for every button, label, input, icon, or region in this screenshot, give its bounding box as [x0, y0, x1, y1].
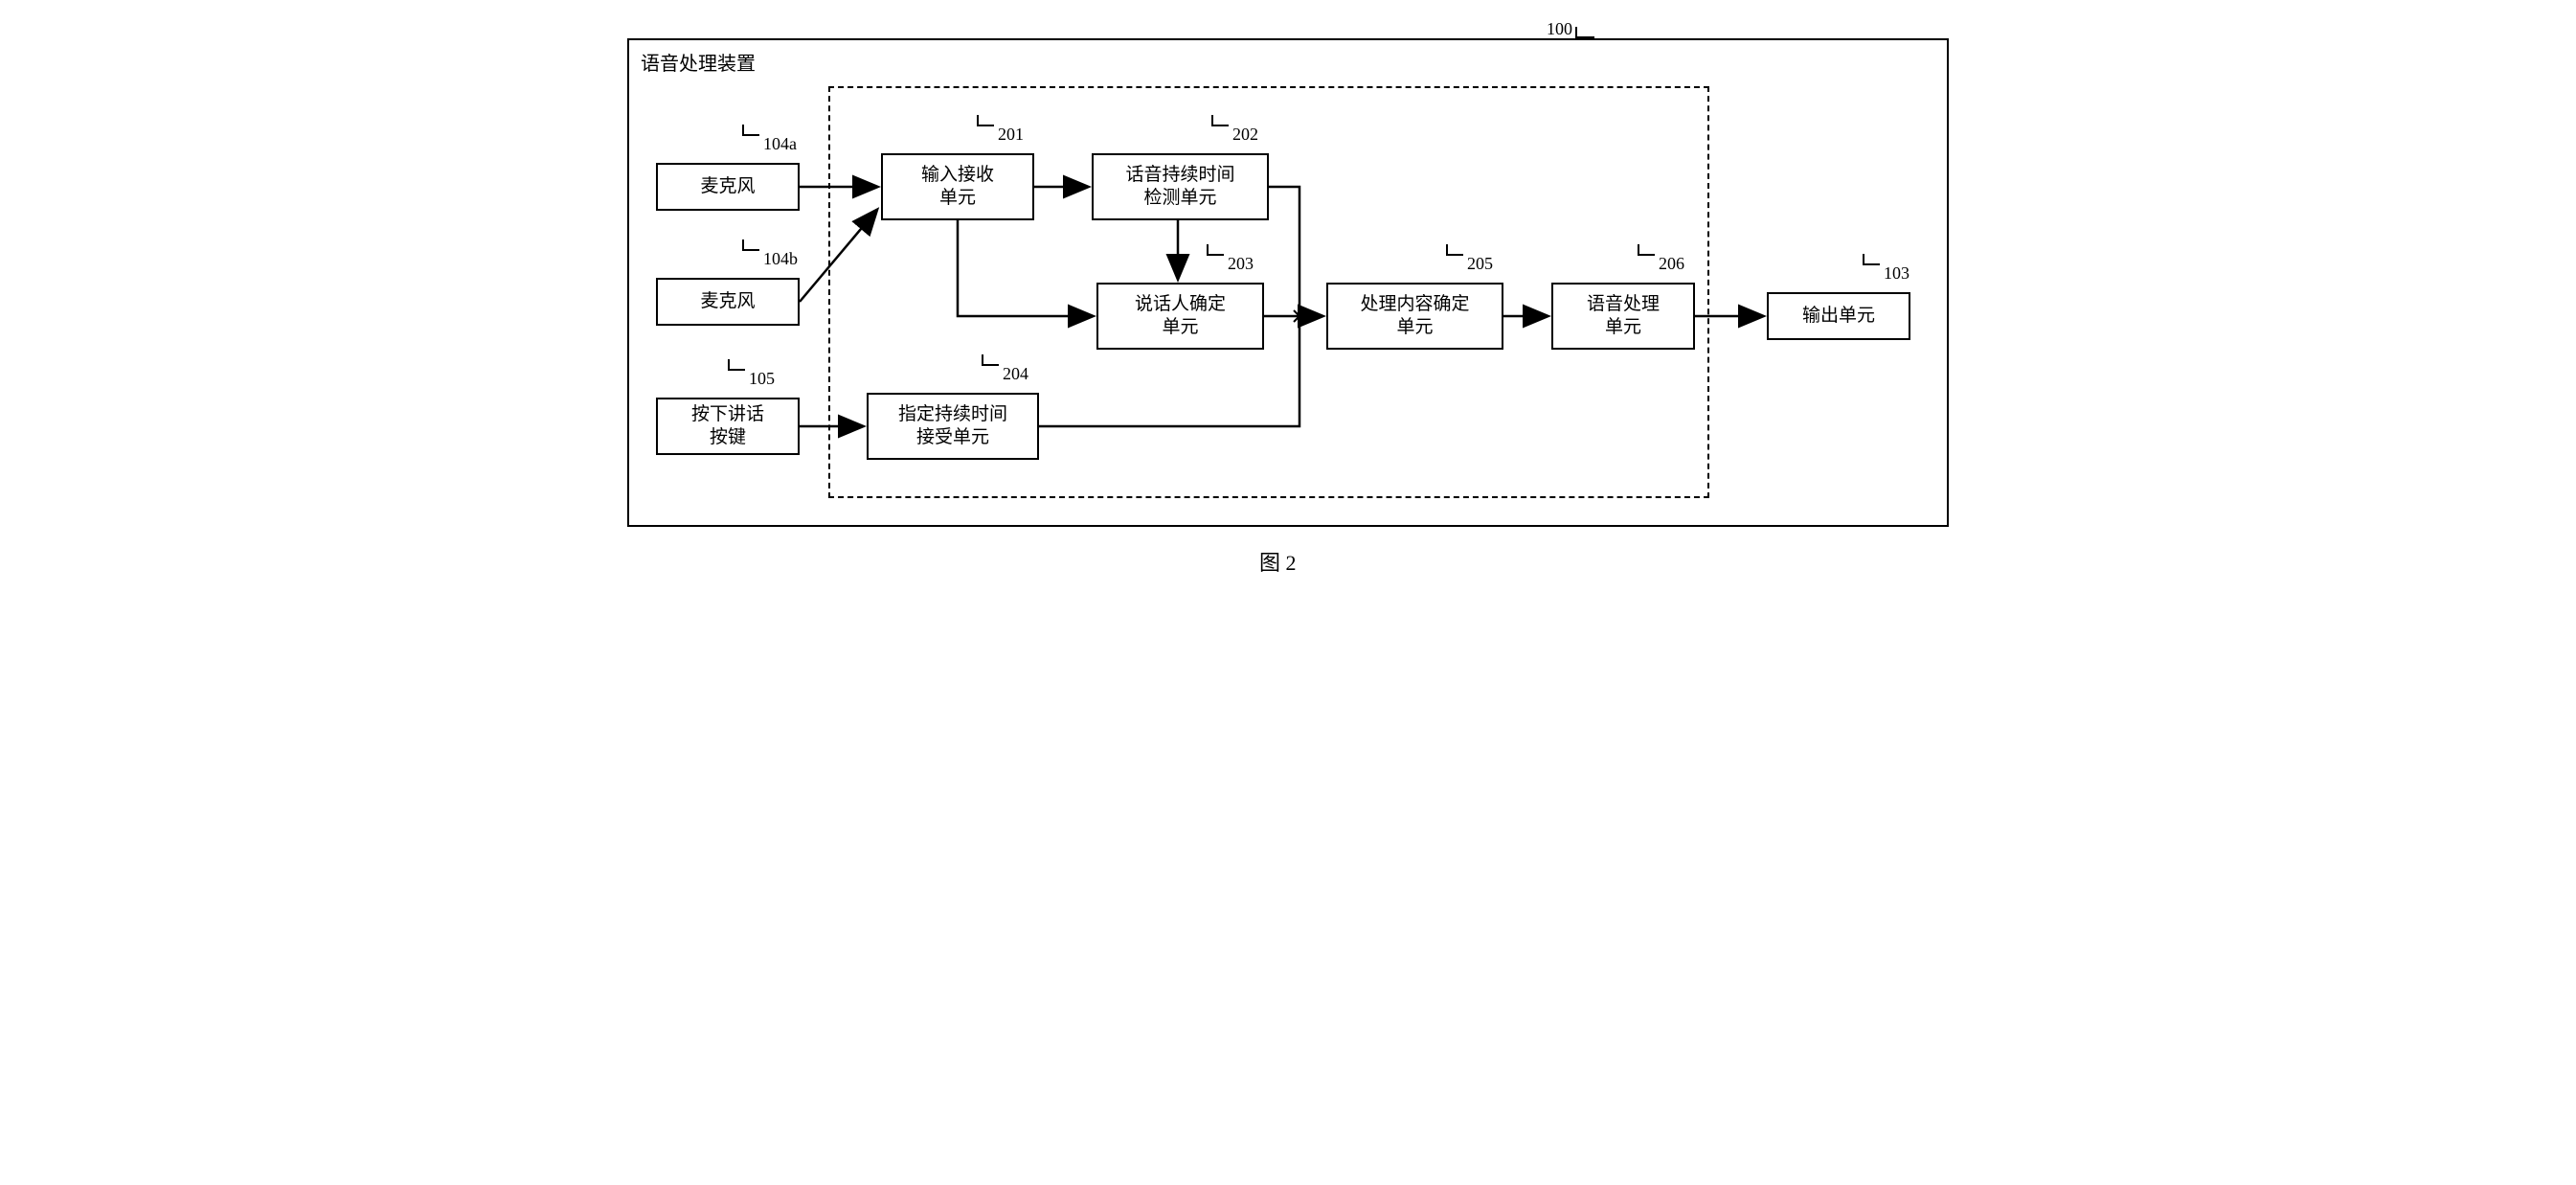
block-output: 输出单元 [1767, 292, 1910, 340]
ref-ptt: 105 [728, 369, 775, 389]
block-dur: 指定持续时间 接受单元 [867, 393, 1039, 460]
block-content-label: 处理内容确定 单元 [1360, 293, 1469, 339]
lead-icon [742, 239, 759, 251]
lead-icon [1863, 254, 1880, 265]
ref-output: 103 [1863, 263, 1909, 284]
block-diagram: 100 语音处理装置 麦克风 104a 麦克风 104b 按下讲话 按键 105… [618, 19, 1958, 575]
outer-ref-lead [1575, 27, 1594, 38]
block-ptt: 按下讲话 按键 [656, 398, 800, 455]
block-vad-label: 话音持续时间 检测单元 [1125, 164, 1234, 210]
ref-proc: 206 [1638, 254, 1684, 274]
ref-mic-a: 104a [742, 134, 797, 154]
block-content: 处理内容确定 单元 [1326, 283, 1503, 350]
ref-vad: 202 [1211, 125, 1258, 145]
block-speaker-label: 说话人确定 单元 [1135, 293, 1226, 339]
ref-content: 205 [1446, 254, 1493, 274]
block-input: 输入接收 单元 [881, 153, 1034, 220]
lead-icon [728, 359, 745, 371]
ref-mic-b: 104b [742, 249, 798, 269]
ref-speaker: 203 [1207, 254, 1254, 274]
block-speaker: 说话人确定 单元 [1096, 283, 1264, 350]
lead-icon [1446, 244, 1463, 256]
lead-icon [1207, 244, 1224, 256]
block-input-label: 输入接收 单元 [921, 164, 994, 210]
block-mic-a: 麦克风 [656, 163, 800, 211]
figure-caption: 图 2 [1259, 546, 1297, 577]
block-ptt-label: 按下讲话 按键 [691, 403, 764, 449]
block-output-label: 输出单元 [1802, 305, 1875, 328]
lead-icon [982, 354, 999, 366]
block-mic-b: 麦克风 [656, 278, 800, 326]
lead-icon [742, 125, 759, 136]
block-proc: 语音处理 单元 [1551, 283, 1695, 350]
block-mic-a-label: 麦克风 [700, 175, 755, 198]
device-title: 语音处理装置 [641, 48, 756, 76]
block-vad: 话音持续时间 检测单元 [1092, 153, 1269, 220]
lead-icon [1211, 115, 1229, 126]
lead-icon [1638, 244, 1655, 256]
lead-icon [977, 115, 994, 126]
block-dur-label: 指定持续时间 接受单元 [898, 403, 1007, 449]
block-proc-label: 语音处理 单元 [1587, 293, 1660, 339]
block-mic-b-label: 麦克风 [700, 290, 755, 313]
ref-dur: 204 [982, 364, 1028, 384]
outer-ref-label: 100 [1547, 19, 1572, 39]
ref-input: 201 [977, 125, 1024, 145]
